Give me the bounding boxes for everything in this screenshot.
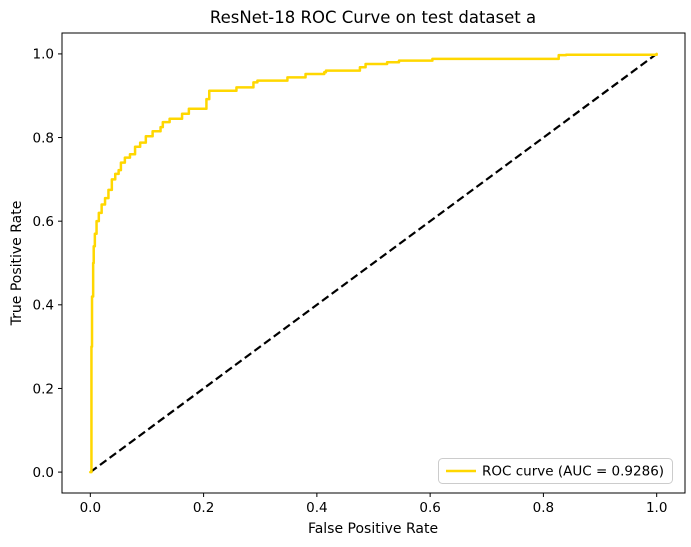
x-tick-label: 0.2 bbox=[193, 500, 214, 516]
chart-title: ResNet-18 ROC Curve on test dataset a bbox=[210, 8, 536, 27]
x-axis: 0.0 0.2 0.4 0.6 0.8 1.0 bbox=[80, 493, 667, 516]
x-tick-label: 0.6 bbox=[419, 500, 440, 516]
x-tick-label: 0.8 bbox=[533, 500, 554, 516]
y-axis: 0.0 0.2 0.4 0.6 0.8 1.0 bbox=[33, 47, 62, 481]
y-axis-label: True Positive Rate bbox=[9, 201, 25, 327]
legend-label: ROC curve (AUC = 0.9286) bbox=[482, 464, 664, 480]
roc-curve-line bbox=[89, 52, 658, 474]
y-tick-label: 0.2 bbox=[33, 381, 54, 397]
y-tick-label: 0.6 bbox=[33, 214, 54, 230]
chance-diagonal-line bbox=[89, 53, 658, 473]
x-axis-label: False Positive Rate bbox=[308, 521, 438, 537]
x-tick-label: 1.0 bbox=[646, 500, 667, 516]
legend-box bbox=[438, 458, 673, 484]
y-tick-label: 0.4 bbox=[33, 298, 54, 314]
y-tick-label: 0.8 bbox=[33, 130, 54, 146]
plot-area bbox=[61, 32, 686, 494]
x-tick-label: 0.4 bbox=[306, 500, 327, 516]
x-tick-label: 0.0 bbox=[80, 500, 101, 516]
y-tick-label: 0.0 bbox=[33, 465, 54, 481]
legend: ROC curve (AUC = 0.9286) bbox=[438, 458, 673, 484]
y-tick-label: 1.0 bbox=[33, 47, 54, 63]
